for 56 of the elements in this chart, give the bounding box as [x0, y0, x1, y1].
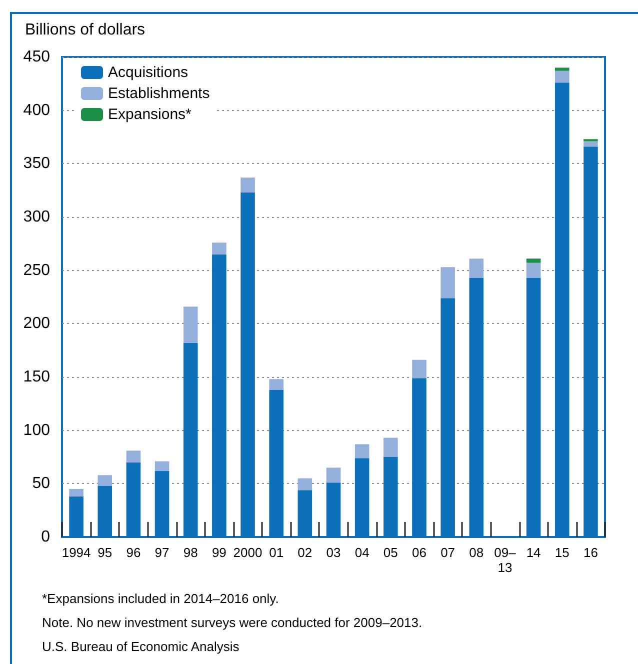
x-tick-label: 97 [154, 545, 170, 560]
bar [183, 306, 198, 343]
bar [98, 475, 112, 486]
y-tick-label: 50 [32, 475, 50, 492]
x-tick-label: 04 [354, 545, 370, 560]
bar [526, 262, 541, 278]
legend-label: Establishments [108, 85, 210, 102]
bar [154, 461, 170, 471]
bar [126, 450, 141, 462]
bar [212, 242, 226, 254]
x-tick-label: 02 [298, 545, 312, 560]
legend-label: Acquisitions [108, 64, 188, 81]
x-tick-label: 96 [126, 545, 141, 560]
y-axis-title: Billions of dollars [25, 22, 146, 38]
bar [412, 360, 426, 378]
bar [554, 70, 570, 83]
x-tick-label: 1994 [62, 545, 91, 560]
y-tick-label: 0 [41, 528, 50, 546]
x-tick-label: 2000 [233, 545, 262, 560]
y-tick-label: 150 [23, 368, 50, 386]
bar [469, 258, 484, 278]
x-tick-label: 09– 13 [494, 545, 517, 575]
y-tick-label: 350 [23, 155, 50, 172]
x-tick-label: 16 [583, 545, 598, 560]
bar [269, 379, 284, 390]
y-tick-label: 400 [23, 102, 50, 119]
text: Note. No new investment surveys were conducted for 2009–2013. [42, 615, 422, 630]
x-tick-label: 08 [469, 545, 484, 560]
bar [240, 178, 255, 192]
x-tick-label: 07 [440, 545, 456, 560]
x-tick-label: 14 [526, 545, 541, 560]
x-tick-label: 95 [98, 545, 112, 560]
bar [384, 438, 398, 457]
bar [354, 444, 370, 458]
x-tick-label: 06 [412, 545, 426, 560]
bar [298, 478, 312, 490]
text: U.S. Bureau of Economic Analysis [42, 639, 240, 654]
y-tick-label: 300 [23, 208, 50, 226]
x-tick-label: 01 [269, 545, 284, 560]
bar [326, 468, 341, 483]
y-tick-label: 250 [23, 262, 50, 279]
y-tick-label: 200 [23, 315, 50, 332]
text: *Expansions included in 2014–2016 only. [42, 591, 279, 606]
x-tick-label: 15 [554, 545, 570, 560]
x-tick-label: 05 [383, 545, 398, 560]
bar [69, 489, 84, 496]
y-tick-label: 100 [23, 422, 50, 439]
legend-label: Expansions* [108, 106, 192, 123]
bar [526, 258, 541, 263]
bar [440, 267, 455, 298]
y-tick-label: 450 [23, 48, 50, 66]
bar [584, 141, 598, 147]
bar [554, 68, 570, 71]
x-tick-label: 03 [326, 545, 341, 560]
x-tick-label: 98 [183, 545, 198, 560]
x-tick-label: 99 [212, 545, 226, 560]
